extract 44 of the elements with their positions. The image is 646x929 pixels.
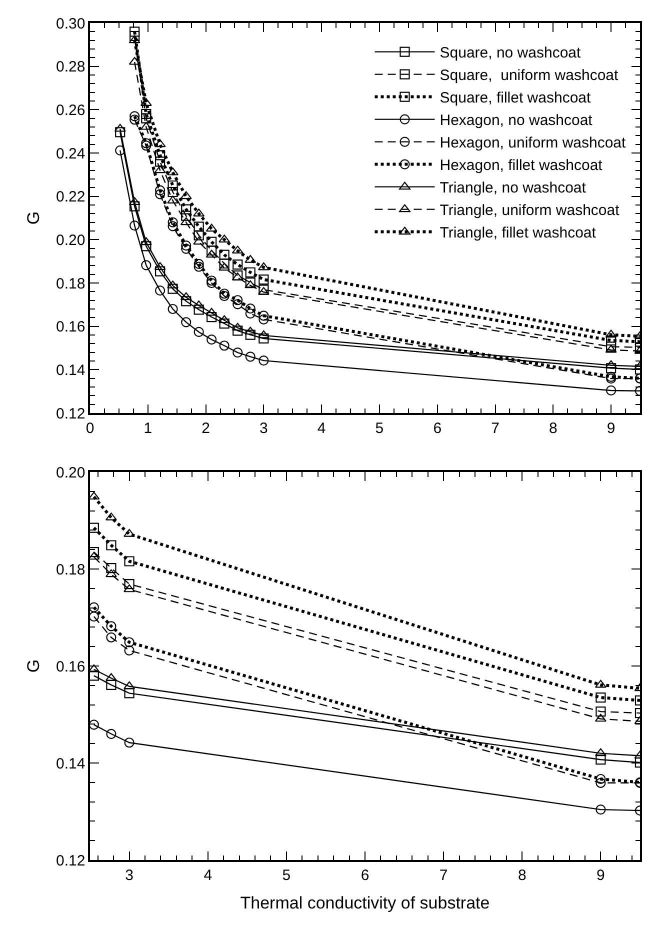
- y-tick-label: 0.16: [56, 318, 86, 336]
- legend-label: Hexagon, uniform washcoat: [440, 134, 627, 152]
- legend-label: Triangle, no washcoat: [440, 180, 587, 197]
- y-tick-label: 0.16: [56, 658, 86, 676]
- x-tick-label: 9: [596, 866, 605, 884]
- y-tick-label: 0.22: [56, 188, 86, 206]
- y-tick-label: 0.30: [56, 15, 86, 32]
- y-axis-title: G: [24, 211, 44, 225]
- y-tick-label: 0.28: [56, 58, 86, 76]
- legend-label: Hexagon, fillet washcoat: [440, 157, 604, 174]
- x-tick-label: 5: [375, 420, 384, 437]
- x-tick-label: 6: [360, 866, 370, 884]
- x-tick-label: 8: [548, 420, 558, 437]
- x-tick-label: 1: [144, 420, 152, 437]
- y-tick-label: 0.12: [56, 405, 86, 422]
- y-tick-label: 0.18: [56, 275, 86, 292]
- y-tick-label: 0.12: [56, 852, 86, 870]
- x-tick-label: 7: [491, 420, 500, 437]
- legend-label: Triangle, uniform washcoat: [440, 202, 620, 220]
- legend-label: Square, fillet washcoat: [440, 90, 592, 107]
- x-tick-label: 3: [125, 866, 134, 884]
- y-tick-label: 0.14: [56, 362, 86, 379]
- x-tick-label: 6: [433, 420, 442, 437]
- legend-label: Hexagon, no washcoat: [440, 112, 594, 130]
- legend-label: Triangle, fillet washcoat: [440, 224, 597, 242]
- x-tick-label: 4: [317, 420, 326, 437]
- legend-label: Square, no washcoat: [440, 44, 582, 62]
- x-tick-label: 4: [204, 866, 212, 884]
- legend-label: Square, uniform washcoat: [440, 67, 620, 84]
- y-tick-label: 0.20: [56, 464, 86, 482]
- x-axis-title: Thermal conductivity of substrate: [240, 894, 490, 913]
- y-tick-label: 0.14: [56, 755, 86, 772]
- x-tick-label: 0: [86, 420, 94, 437]
- y-axis-title: G: [24, 659, 44, 673]
- x-tick-label: 2: [202, 420, 210, 437]
- x-tick-label: 3: [260, 420, 268, 437]
- x-tick-label: 7: [439, 866, 448, 884]
- y-tick-label: 0.26: [56, 102, 86, 119]
- x-tick-label: 5: [282, 866, 291, 884]
- x-tick-label: 9: [606, 420, 616, 437]
- y-tick-label: 0.20: [56, 232, 86, 249]
- x-tick-label: 8: [518, 866, 526, 884]
- y-tick-label: 0.18: [56, 561, 86, 578]
- y-tick-label: 0.24: [56, 145, 86, 162]
